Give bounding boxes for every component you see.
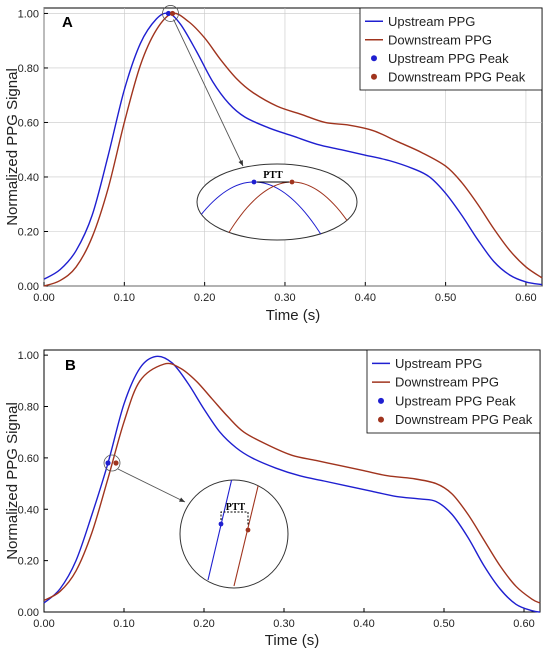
y-tick-label: 0.40 (18, 172, 39, 184)
legend-label: Downstream PPG Peak (388, 69, 526, 84)
legend-box (366, 349, 541, 434)
inset-downstream-peak (289, 179, 295, 185)
inset-ptt-label: PTT (226, 502, 246, 513)
x-tick-label: 0.40 (355, 292, 376, 304)
legend-downstream-ppg: Downstream PPG (365, 32, 492, 47)
series-line-downstream (43, 12, 543, 287)
y-tick-label: 1.00 (18, 8, 39, 20)
y-axis-label: Normalized PPG Signal (4, 68, 21, 226)
peak-point-downstream (169, 10, 176, 17)
peak-point-upstream (165, 10, 172, 17)
y-tick-label: 0.20 (18, 226, 39, 238)
inset-downstream-peak (245, 527, 251, 533)
y-tick-label: 0.60 (18, 453, 39, 465)
legend-box (359, 7, 543, 91)
x-tick-label: 0.50 (435, 292, 456, 304)
legend-swatch-dot (378, 416, 384, 423)
legend-label: Upstream PPG (395, 356, 482, 371)
x-tick-label: 0.20 (193, 618, 214, 630)
peak-point-downstream (113, 460, 119, 466)
zoom-marker-circle (162, 5, 179, 22)
y-tick-label: 1.00 (18, 350, 39, 362)
legend-upstream-peak: Upstream PPG Peak (378, 393, 516, 408)
legend-upstream-peak: Upstream PPG Peak (371, 51, 509, 66)
legend-label: Downstream PPG (395, 375, 499, 390)
inset-content: PTT (197, 170, 357, 237)
y-tick-label: 0.00 (18, 281, 39, 293)
y-tick-label: 0.80 (18, 63, 39, 75)
zoom-arrow-line (173, 19, 244, 167)
zoom-arrow-head (179, 497, 185, 502)
x-tick-label: 0.00 (33, 292, 54, 304)
peak-point-upstream (105, 460, 111, 466)
inset-upstream-peak (251, 179, 257, 185)
series-line-downstream (43, 362, 541, 604)
x-tick-label: 0.00 (33, 618, 54, 630)
zoom-arrow-head (238, 160, 243, 166)
y-tick-label: 0.40 (18, 504, 39, 516)
y-tick-label: 0.20 (18, 556, 39, 568)
x-tick-label: 0.10 (114, 292, 135, 304)
legend-label: Downstream PPG (388, 32, 492, 47)
zoom-arrow-line (117, 468, 186, 503)
legend-downstream-ppg: Downstream PPG (372, 375, 499, 390)
panel-label: B (65, 357, 76, 374)
legend-swatch-dot (371, 55, 377, 62)
legend-label: Upstream PPG (388, 14, 475, 29)
y-axis-label: Normalized PPG Signal (4, 402, 21, 560)
x-axis-label: Time (s) (266, 307, 320, 324)
y-tick-label: 0.00 (18, 607, 39, 619)
legend: Upstream PPG Downstream PPG Upstream PPG P… (366, 349, 541, 434)
inset-content: PTT (207, 480, 261, 587)
x-tick-label: 0.60 (513, 618, 534, 630)
legend-downstream-peak: Downstream PPG Peak (378, 412, 533, 427)
legend-label: Upstream PPG Peak (395, 393, 516, 408)
legend: Upstream PPG Downstream PPG Upstream PPG P… (359, 7, 543, 91)
x-axis-label: Time (s) (265, 632, 319, 649)
x-tick-label: 0.60 (515, 292, 536, 304)
y-tick-label: 0.60 (18, 117, 39, 129)
x-tick-label: 0.50 (433, 618, 454, 630)
series-line-upstream (43, 355, 541, 613)
x-tick-label: 0.30 (273, 618, 294, 630)
legend-swatch-dot (378, 397, 384, 404)
legend-label: Upstream PPG Peak (388, 51, 509, 66)
inset-magnifier (179, 479, 289, 589)
legend-label: Downstream PPG Peak (395, 412, 533, 427)
chart-panel-b: 0.00 0.10 0.20 0.30 0.40 0.50 0.60 0.00 0.20 0.40… (4, 349, 541, 649)
legend-swatch-dot (371, 73, 377, 80)
legend-downstream-peak: Downstream PPG Peak (371, 69, 526, 84)
series-line-upstream (43, 12, 543, 286)
inset-ptt-bracket (220, 511, 249, 526)
x-tick-label: 0.40 (353, 618, 374, 630)
x-tick-label: 0.10 (113, 618, 134, 630)
chart-panel-a: 0.00 0.10 0.20 0.30 0.40 0.50 0.60 0.00 0.20 0.40… (4, 5, 543, 324)
panel-label: A (62, 14, 73, 31)
x-tick-label: 0.20 (194, 292, 215, 304)
inset-upstream-peak (218, 521, 224, 527)
zoom-marker-circle (103, 454, 121, 472)
legend-upstream-ppg: Upstream PPG (365, 14, 475, 29)
x-tick-label: 0.30 (274, 292, 295, 304)
inset-upstream-curve (207, 480, 234, 581)
inset-ptt-label: PTT (263, 170, 283, 181)
y-tick-label: 0.80 (18, 402, 39, 414)
legend-upstream-ppg: Upstream PPG (372, 356, 482, 371)
